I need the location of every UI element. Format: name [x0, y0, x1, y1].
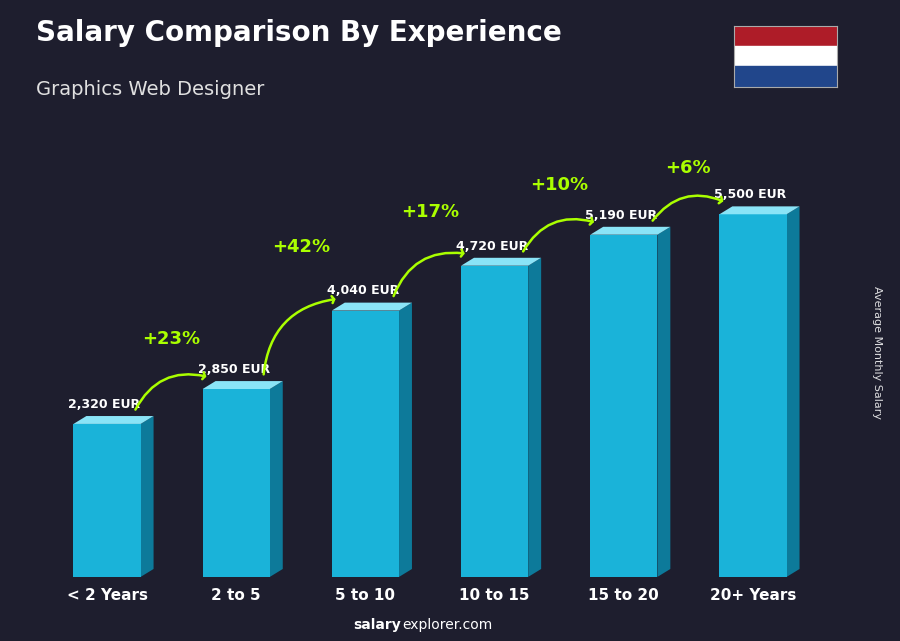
Text: +23%: +23% [142, 329, 201, 347]
Text: explorer.com: explorer.com [402, 619, 492, 633]
Polygon shape [719, 206, 799, 214]
Polygon shape [461, 258, 541, 266]
Text: +10%: +10% [530, 176, 589, 194]
Text: Salary Comparison By Experience: Salary Comparison By Experience [36, 19, 562, 47]
Text: Graphics Web Designer: Graphics Web Designer [36, 80, 265, 99]
FancyBboxPatch shape [202, 389, 270, 577]
Bar [734, 66, 837, 87]
Text: 2,320 EUR: 2,320 EUR [68, 398, 140, 411]
FancyBboxPatch shape [719, 214, 787, 577]
Polygon shape [74, 416, 154, 424]
FancyBboxPatch shape [590, 235, 657, 577]
Text: 5,500 EUR: 5,500 EUR [715, 188, 787, 201]
Bar [734, 26, 837, 46]
Polygon shape [140, 416, 154, 577]
Bar [734, 46, 837, 66]
Text: +42%: +42% [272, 238, 330, 256]
FancyBboxPatch shape [74, 424, 140, 577]
Text: +17%: +17% [401, 203, 459, 221]
Text: 4,040 EUR: 4,040 EUR [327, 285, 399, 297]
Polygon shape [332, 303, 412, 310]
Polygon shape [528, 258, 541, 577]
Polygon shape [787, 206, 799, 577]
FancyBboxPatch shape [332, 310, 399, 577]
Text: salary: salary [353, 619, 400, 633]
Polygon shape [270, 381, 283, 577]
Text: 2,850 EUR: 2,850 EUR [198, 363, 270, 376]
Polygon shape [202, 381, 283, 389]
Text: 4,720 EUR: 4,720 EUR [456, 240, 528, 253]
Polygon shape [590, 227, 670, 235]
FancyBboxPatch shape [461, 266, 528, 577]
Text: +6%: +6% [666, 159, 711, 177]
Polygon shape [657, 227, 670, 577]
Text: Average Monthly Salary: Average Monthly Salary [872, 286, 883, 419]
Polygon shape [399, 303, 412, 577]
Text: 5,190 EUR: 5,190 EUR [585, 208, 657, 222]
